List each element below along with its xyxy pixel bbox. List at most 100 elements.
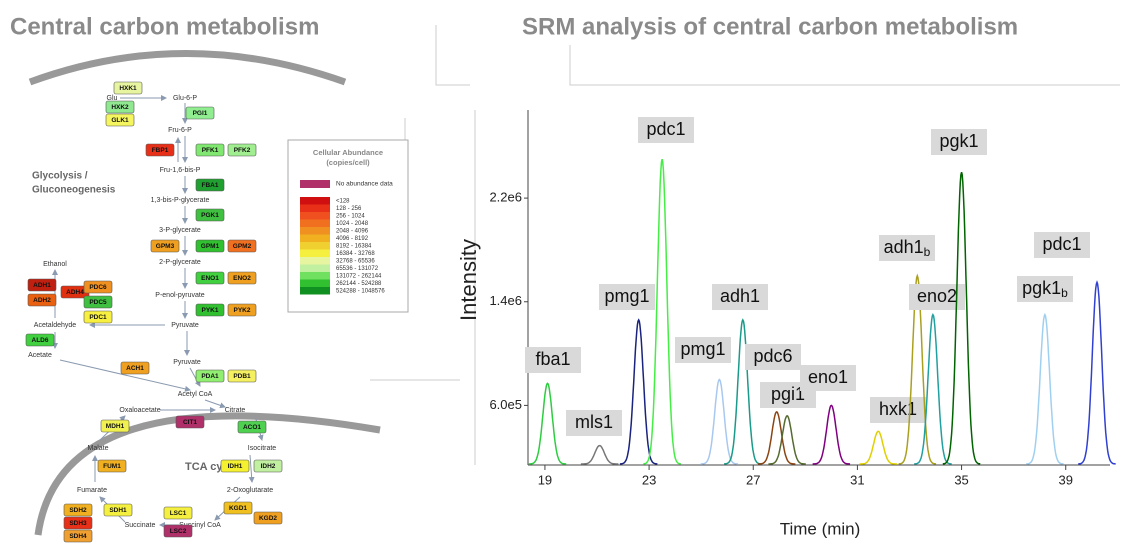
peak-label: pdc6 — [753, 346, 792, 366]
metabolite: Fru-6-P — [168, 127, 192, 134]
enzyme-label: KGD2 — [259, 515, 277, 522]
metabolite: 1,3-bis-P-glycerate — [151, 197, 210, 204]
peak-label-box — [870, 397, 926, 423]
peak-label: pgi1 — [771, 384, 805, 404]
enzyme-label: ENO1 — [201, 275, 219, 282]
peak-label-text: fba1 — [535, 349, 570, 369]
peak-label-box — [1034, 232, 1090, 258]
enzyme-label: PGI1 — [193, 110, 208, 117]
enzyme-label: FUM1 — [103, 463, 121, 470]
enzyme-box — [27, 293, 57, 307]
legend-label: 262144 - 524288 — [336, 281, 382, 287]
enzyme-box — [103, 503, 133, 517]
peak-label-text: pmg1 — [604, 286, 649, 306]
enzyme-box — [63, 516, 93, 530]
peak-label-text: pgi1 — [771, 384, 805, 404]
peak — [898, 273, 937, 465]
enzyme-label: GPM2 — [233, 243, 252, 250]
enzyme-label: PDA1 — [201, 373, 219, 380]
peak-label-sub: b — [924, 245, 931, 259]
legend-label: 1024 - 2048 — [336, 221, 369, 227]
enzyme-box — [195, 369, 225, 383]
legend-label: 131072 - 262144 — [336, 274, 382, 280]
metabolite: Fru-1,6-bis-P — [160, 167, 201, 174]
x-tick-label: 23 — [642, 472, 656, 487]
enzyme-box — [185, 106, 215, 120]
enzyme-box — [63, 503, 93, 517]
peak-label-text: eno2 — [917, 286, 957, 306]
enzyme-box — [227, 369, 257, 383]
enzyme-label: GPM1 — [201, 243, 220, 250]
peak-label: pdc1 — [646, 119, 685, 139]
enzyme-box — [220, 459, 250, 473]
legend-swatch — [300, 180, 330, 188]
legend-swatch — [300, 204, 330, 212]
left-title: Central carbon metabolism — [10, 13, 319, 40]
metabolite: Glu — [107, 95, 118, 102]
mito-membrane — [34, 412, 381, 536]
peak — [914, 313, 952, 465]
enzyme-label: ENO2 — [233, 275, 251, 282]
legend-swatch — [300, 197, 330, 205]
legend-swatch — [300, 242, 330, 250]
legend-swatch — [300, 227, 330, 235]
peak — [723, 318, 762, 465]
enzyme-box — [97, 459, 127, 473]
peak-label: eno2 — [917, 286, 957, 306]
peak-label-box — [525, 347, 581, 373]
frame — [435, 25, 1120, 86]
legend-label: 16384 - 32768 — [336, 251, 375, 257]
x-tick-label: 35 — [954, 472, 968, 487]
peak-label-text: pdc6 — [753, 346, 792, 366]
metabolite: 3-P-glycerate — [159, 227, 201, 234]
enzyme-box — [227, 271, 257, 285]
peak — [812, 404, 851, 465]
enzyme-label: SDH4 — [69, 533, 87, 540]
metabolite: Fumarate — [77, 487, 107, 494]
metabolite: Acetaldehyde — [34, 322, 77, 329]
peak-label: pmg1 — [604, 286, 649, 306]
enzyme-box — [253, 459, 283, 473]
enzyme-box — [63, 529, 93, 543]
enzyme-box — [195, 303, 225, 317]
enzyme-label: FBP1 — [152, 147, 169, 154]
metabolite: P-enol-pyruvate — [155, 292, 205, 299]
peak-label-box — [879, 235, 935, 261]
enzyme-box — [105, 113, 135, 127]
enzyme-label: IDH1 — [228, 463, 243, 470]
peak-label: pgk1 — [939, 131, 978, 151]
enzyme-label: PDC1 — [89, 314, 107, 321]
peak-label-sub: b — [1061, 286, 1068, 300]
enzyme-box — [195, 271, 225, 285]
peak — [700, 378, 739, 465]
peak-label-text: mls1 — [575, 412, 613, 432]
metabolite: Acetate — [28, 352, 52, 359]
metabolite: Pyruvate — [171, 322, 199, 329]
enzyme-box — [83, 280, 113, 294]
enzyme-box — [227, 239, 257, 253]
peak-label: eno1 — [808, 367, 848, 387]
peak — [619, 318, 658, 465]
legend-label: 128 - 256 — [336, 206, 362, 212]
enzyme-label: PDC5 — [89, 299, 107, 306]
enzyme-label: ADH4 — [66, 289, 84, 296]
legend-swatch — [300, 219, 330, 227]
peak-label: fba1 — [535, 349, 570, 369]
metabolite: Pyruvate — [173, 359, 201, 366]
peak-label-text: adh1 — [884, 237, 924, 257]
enzyme-box — [113, 81, 143, 95]
legend-swatch — [300, 287, 330, 295]
peak-label-text: adh1 — [720, 286, 760, 306]
section-label: Gluconeogenesis — [32, 185, 116, 196]
peak-label: mls1 — [575, 412, 613, 432]
peak-label-box — [675, 337, 731, 363]
enzyme-label: PFK2 — [234, 147, 251, 154]
peak-label-text: hxk1 — [879, 399, 917, 419]
enzyme-label: ADH2 — [33, 297, 51, 304]
metabolite: Oxaloacetate — [119, 407, 160, 414]
enzyme-box — [150, 239, 180, 253]
enzyme-box — [227, 303, 257, 317]
y-axis-label: Intensity — [456, 239, 481, 321]
enzyme-label: LSC1 — [170, 510, 187, 517]
